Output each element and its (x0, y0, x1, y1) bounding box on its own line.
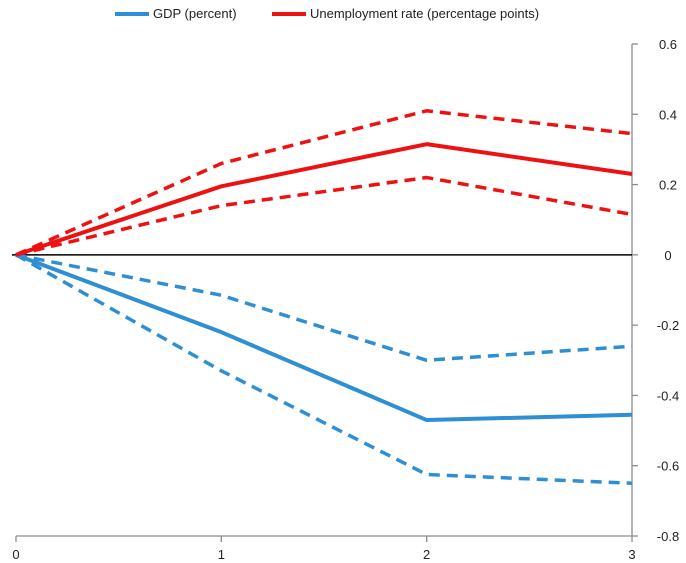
y-tick-label: -0.8 (657, 529, 679, 544)
y-tick-label: 0.4 (659, 107, 677, 122)
x-tick-label: 3 (628, 547, 635, 562)
legend-label-unemployment: Unemployment rate (percentage points) (310, 6, 540, 21)
x-tick-label: 2 (423, 547, 430, 562)
legend-swatch-unemployment (272, 11, 306, 16)
series-line-1 (15, 253, 633, 363)
series-line-4 (15, 109, 633, 257)
x-tick-label: 1 (218, 547, 225, 562)
series-line-3 (15, 142, 633, 257)
legend-item-unemployment: Unemployment rate (percentage points) (272, 6, 539, 21)
series-line-5 (15, 175, 633, 257)
series-line-2 (15, 253, 633, 486)
legend-label-gdp: GDP (percent) (153, 6, 237, 21)
legend-swatch-gdp (115, 11, 149, 16)
series-line-0 (15, 252, 633, 423)
y-tick-label: -0.6 (657, 459, 679, 474)
x-tick-label: 0 (12, 547, 19, 562)
y-tick-label: 0 (664, 248, 671, 263)
y-tick-label: -0.2 (657, 318, 679, 333)
legend-item-gdp: GDP (percent) (115, 6, 237, 21)
legend: GDP (percent) Unemployment rate (percent… (0, 6, 686, 28)
y-tick-label: 0.2 (659, 178, 677, 193)
y-tick-label: -0.4 (657, 388, 679, 403)
y-tick-label: 0.6 (659, 37, 677, 52)
